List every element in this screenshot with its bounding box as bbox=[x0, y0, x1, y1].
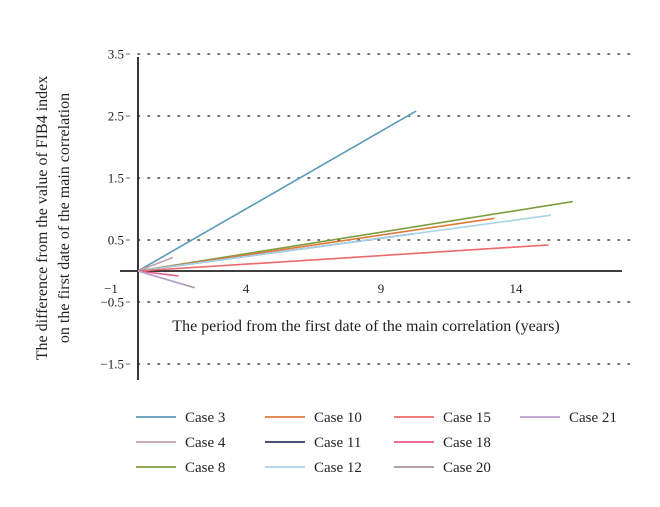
legend-item-case-12: Case 12 bbox=[265, 460, 362, 476]
x-tick-label: 9 bbox=[378, 281, 385, 296]
grid-lines bbox=[137, 53, 633, 365]
y-axis-title-line-2: on the first date of the main correlatio… bbox=[56, 93, 73, 343]
legend-label: Case 12 bbox=[314, 460, 362, 476]
legend-item-case-21: Case 21 bbox=[520, 410, 617, 426]
y-tick-label: 3.5 bbox=[108, 47, 124, 62]
tick-labels: 3.5 2.5 1.5 0.5 −0.5 −1.5 −1 4 9 14 bbox=[100, 47, 523, 372]
axes bbox=[120, 57, 622, 380]
y-tick-label: −0.5 bbox=[100, 295, 124, 310]
series-lines bbox=[137, 110, 573, 289]
legend-label: Case 8 bbox=[185, 460, 225, 476]
legend-item-case-8: Case 8 bbox=[136, 460, 225, 476]
series-line-case-4 bbox=[137, 256, 174, 272]
legend-label: Case 3 bbox=[185, 410, 225, 426]
legend-item-case-3: Case 3 bbox=[136, 410, 225, 426]
x-tick-label: 4 bbox=[243, 281, 250, 296]
legend-item-case-18: Case 18 bbox=[394, 435, 491, 451]
series-line-case-21 bbox=[137, 270, 185, 286]
legend-label: Case 15 bbox=[443, 410, 491, 426]
x-tick-label: 14 bbox=[510, 281, 524, 296]
legend-label: Case 4 bbox=[185, 435, 226, 451]
legend-label: Case 21 bbox=[569, 410, 617, 426]
y-tick-label: 0.5 bbox=[108, 233, 124, 248]
legend-item-case-15: Case 15 bbox=[394, 410, 491, 426]
legend-label: Case 20 bbox=[443, 460, 491, 476]
legend-item-case-10: Case 10 bbox=[265, 410, 362, 426]
legend-item-case-20: Case 20 bbox=[394, 460, 491, 476]
legend-item-case-11: Case 11 bbox=[265, 435, 361, 451]
series-line-case-8 bbox=[137, 200, 573, 272]
legend-label: Case 18 bbox=[443, 435, 491, 451]
y-tick-label: 2.5 bbox=[108, 109, 124, 124]
legend: Case 3 Case 10 Case 15 Case 21 Case 4 Case 11… bbox=[136, 410, 617, 476]
legend-label: Case 10 bbox=[314, 410, 362, 426]
x-tick-label: −1 bbox=[104, 281, 118, 296]
series-line-case-3 bbox=[137, 110, 417, 272]
y-tick-label: 1.5 bbox=[108, 171, 124, 186]
series-line-case-12 bbox=[137, 214, 552, 272]
series-line-case-15 bbox=[137, 244, 549, 272]
legend-item-case-4: Case 4 bbox=[136, 435, 226, 451]
series-line-case-18 bbox=[137, 270, 179, 277]
y-tick-label: −1.5 bbox=[100, 357, 124, 372]
y-axis-title-line-1: The difference from the value of FIB4 in… bbox=[34, 76, 51, 361]
x-axis-title: The period from the first date of the ma… bbox=[172, 318, 559, 335]
legend-label: Case 11 bbox=[314, 435, 361, 451]
